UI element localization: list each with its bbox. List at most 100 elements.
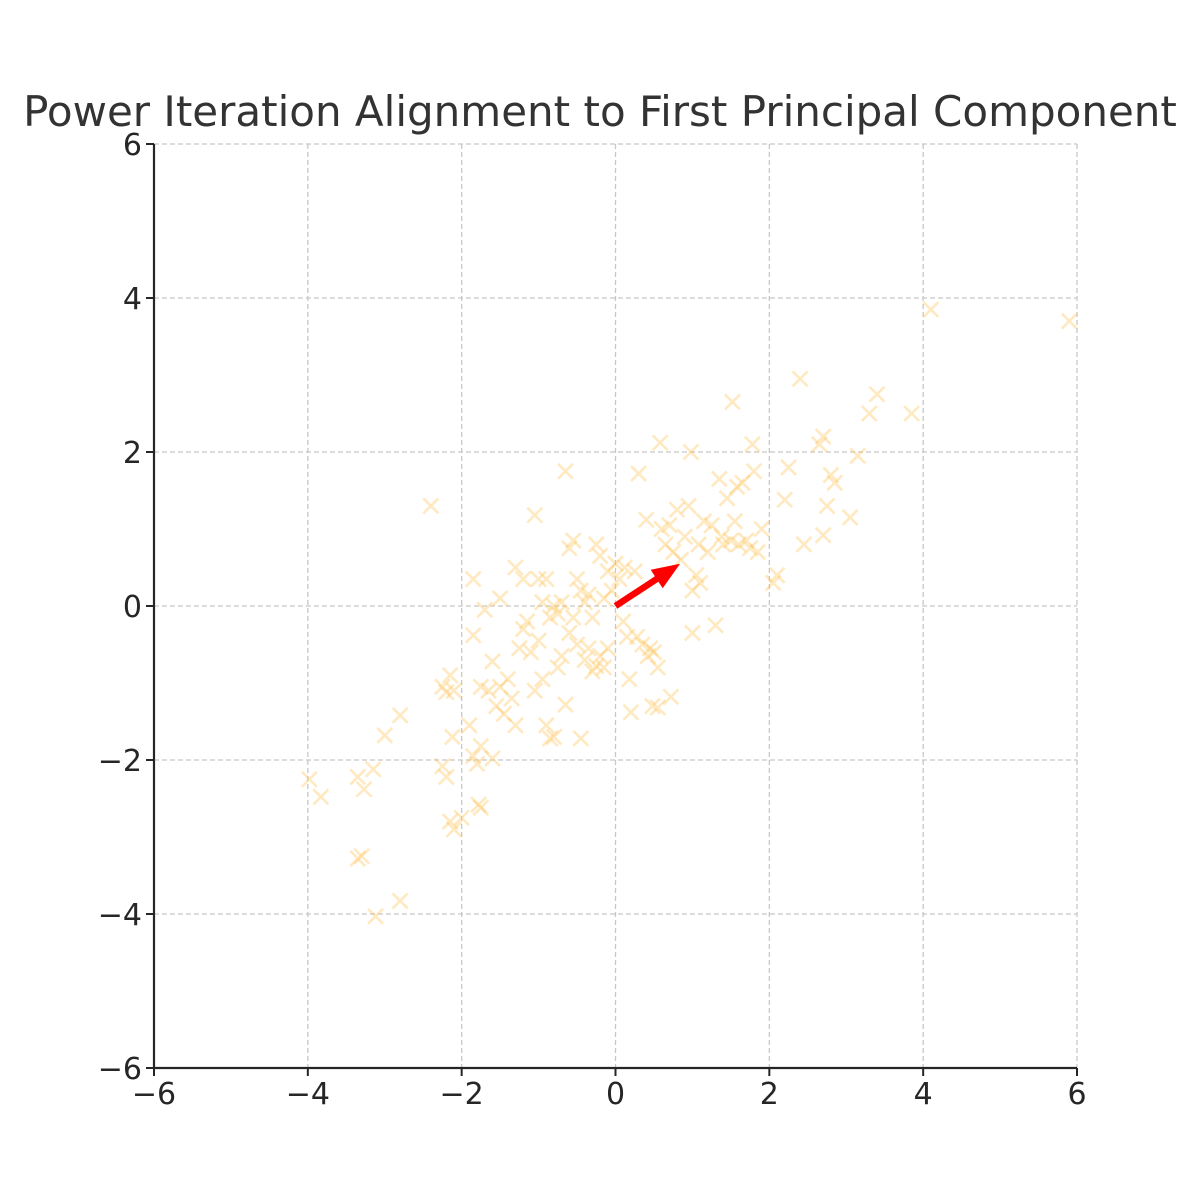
data-point <box>668 501 686 519</box>
data-point <box>480 682 498 700</box>
data-point <box>484 750 501 767</box>
data-point <box>690 535 707 553</box>
data-point <box>710 470 728 488</box>
data-point <box>776 491 794 509</box>
data-point <box>530 570 548 588</box>
x-tick-label: 2 <box>760 1077 779 1112</box>
data-point <box>541 609 559 626</box>
data-point <box>714 535 732 553</box>
data-point <box>470 796 488 814</box>
data-point <box>591 647 609 665</box>
data-point <box>868 385 886 403</box>
x-tick-label: −2 <box>440 1077 484 1112</box>
data-point <box>484 653 501 670</box>
data-point <box>810 435 828 453</box>
data-point <box>841 509 859 526</box>
data-point <box>349 768 367 786</box>
data-point <box>644 697 661 715</box>
data-point <box>587 657 605 675</box>
data-point <box>576 651 594 669</box>
data-point <box>445 820 463 838</box>
data-point <box>822 466 840 484</box>
data-point <box>743 435 761 453</box>
data-point <box>584 609 601 626</box>
data-point <box>422 497 440 515</box>
data-point <box>1060 312 1078 330</box>
x-tick-label: −4 <box>286 1077 330 1112</box>
y-tick-label: 6 <box>123 128 142 163</box>
data-point <box>703 516 721 534</box>
data-point <box>682 443 700 461</box>
data-point <box>434 678 451 696</box>
data-point <box>660 516 678 534</box>
data-point <box>580 639 597 657</box>
data-point <box>649 659 667 677</box>
data-point <box>726 512 744 530</box>
data-point <box>468 755 486 773</box>
data-point <box>557 696 574 713</box>
data-point <box>657 535 674 553</box>
data-point <box>553 593 571 611</box>
data-point <box>549 659 567 677</box>
data-point <box>849 447 867 465</box>
data-point <box>495 705 513 723</box>
data-point <box>444 728 461 746</box>
principal-component-vector <box>613 563 681 609</box>
data-point <box>707 616 724 634</box>
data-point <box>922 301 940 318</box>
data-point <box>634 636 651 653</box>
data-point <box>572 582 590 600</box>
data-point <box>507 559 524 576</box>
data-point <box>537 570 555 588</box>
data-point <box>780 458 797 476</box>
data-point <box>460 716 478 734</box>
data-point <box>441 666 459 684</box>
data-point <box>622 703 640 721</box>
data-point <box>557 462 574 480</box>
data-point <box>367 907 384 925</box>
data-point <box>476 601 494 619</box>
data-point <box>860 405 878 422</box>
data-point <box>826 474 844 492</box>
data-point <box>364 760 382 778</box>
data-point <box>568 570 586 588</box>
data-point <box>651 434 669 452</box>
data-point <box>472 799 490 817</box>
data-point <box>723 393 741 411</box>
data-point <box>534 670 551 688</box>
y-tick-label: 0 <box>123 590 142 625</box>
tick-labels: −6 −4 −2 0 2 4 6 −6 −4 −2 0 2 4 6 <box>98 128 1087 1112</box>
data-point <box>491 589 509 607</box>
data-point <box>764 574 782 592</box>
data-point <box>641 639 659 657</box>
data-point <box>730 535 747 553</box>
data-point <box>676 528 694 546</box>
data-point <box>626 562 644 580</box>
data-point <box>653 520 671 538</box>
data-point <box>549 605 567 623</box>
data-point <box>391 706 409 724</box>
data-points <box>300 301 1078 925</box>
data-point <box>662 688 680 706</box>
data-point <box>491 678 509 696</box>
data-point <box>645 643 663 661</box>
y-tick-label: 4 <box>123 282 142 317</box>
data-point <box>699 543 717 561</box>
data-point <box>522 643 540 661</box>
data-point <box>507 716 524 734</box>
data-point <box>376 726 394 744</box>
data-point <box>614 612 632 630</box>
data-point <box>564 609 582 626</box>
data-point <box>616 559 634 576</box>
data-point <box>464 747 482 765</box>
data-point <box>560 539 578 557</box>
data-point <box>487 697 505 715</box>
data-point <box>580 586 597 603</box>
data-point <box>745 462 763 480</box>
vector-arrow <box>613 563 681 609</box>
data-point <box>795 535 813 553</box>
data-point <box>514 620 532 638</box>
y-tick-label: −4 <box>98 898 142 933</box>
data-point <box>630 465 647 482</box>
